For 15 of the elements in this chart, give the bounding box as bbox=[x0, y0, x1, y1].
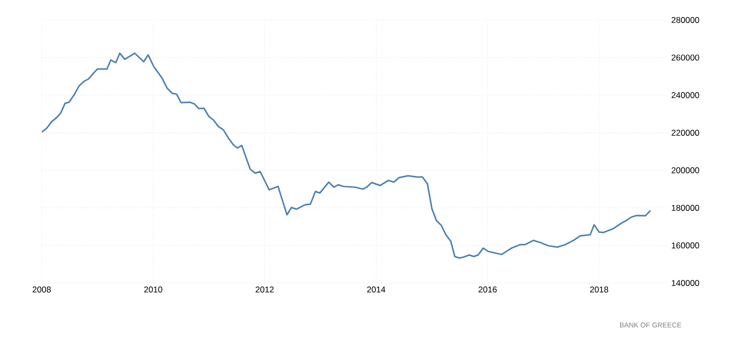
y-tick-label: 140000 bbox=[672, 280, 700, 286]
x-tick-label: 2008 bbox=[32, 286, 51, 293]
y-tick-label: 200000 bbox=[672, 167, 700, 174]
x-tick-label: 2014 bbox=[367, 286, 386, 293]
x-tick-label: 2012 bbox=[256, 286, 274, 293]
x-tick-label: 2018 bbox=[590, 286, 608, 293]
y-tick-label: 180000 bbox=[672, 204, 700, 211]
y-tick-label: 260000 bbox=[672, 54, 700, 61]
y-tick-label: 220000 bbox=[672, 130, 700, 136]
x-tick-label: 2010 bbox=[144, 286, 162, 293]
x-tick-label: 2016 bbox=[478, 286, 497, 293]
y-tick-label: 280000 bbox=[672, 17, 700, 23]
y-tick-label: 160000 bbox=[672, 242, 700, 248]
line-series bbox=[42, 52, 652, 259]
y-tick-label: 240000 bbox=[672, 92, 700, 98]
